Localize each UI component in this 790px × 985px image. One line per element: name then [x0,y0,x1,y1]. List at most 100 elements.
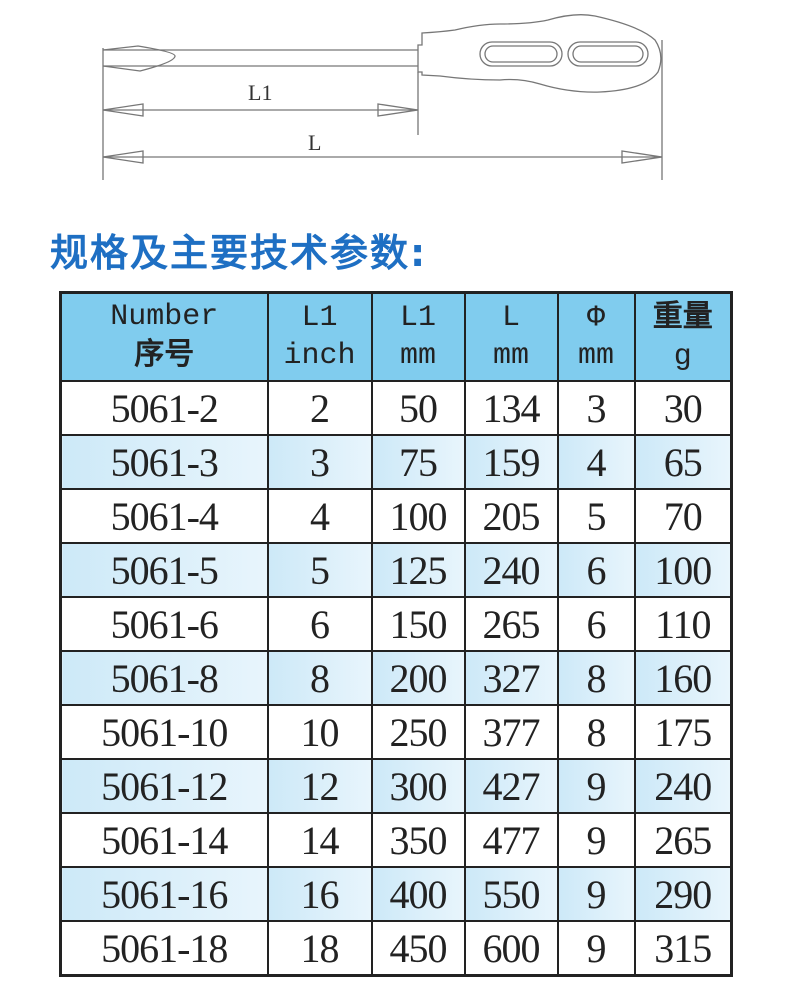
table-row: 5061-12 12 300 427 9 240 [59,758,733,814]
header-text: 序号 [134,337,195,372]
cell-l1-inch: 6 [266,596,373,652]
cell-l-mm: 377 [463,704,559,760]
cell-diameter-mm: 6 [556,542,636,598]
label-l1: L1 [248,80,272,105]
cell-l-mm: 427 [463,758,559,814]
label-l: L [308,130,321,155]
cell-l1-inch: 14 [266,812,373,868]
cell-l1-mm: 125 [370,542,466,598]
cell-weight-g: 70 [633,488,733,544]
cell-diameter-mm: 8 [556,650,636,706]
cell-l-mm: 327 [463,650,559,706]
header-text: inch [283,339,356,373]
cell-l1-mm: 100 [370,488,466,544]
header-text: L1 [399,301,436,335]
cell-l1-inch: 10 [266,704,373,760]
header-text: mm [492,339,529,373]
header-text: mm [399,339,436,373]
cell-l1-mm: 250 [370,704,466,760]
cell-diameter-mm: 5 [556,488,636,544]
cell-l1-inch: 2 [266,380,373,436]
cell-diameter-mm: 9 [556,920,636,977]
cell-number: 5061-14 [59,812,269,868]
cell-number: 5061-3 [59,434,269,490]
table-row: 5061-2 2 50 134 3 30 [59,380,733,436]
header-weight-g: 重量 g [633,291,733,382]
cell-number: 5061-16 [59,866,269,922]
table-row: 5061-6 6 150 265 6 110 [59,596,733,652]
table-row: 5061-8 8 200 327 8 160 [59,650,733,706]
spec-title: 规格及主要技术参数: [50,231,428,275]
cell-number: 5061-12 [59,758,269,814]
cell-l-mm: 240 [463,542,559,598]
cell-number: 5061-5 [59,542,269,598]
cell-l1-inch: 16 [266,866,373,922]
header-text: L1 [301,301,338,335]
screwdriver-outline [102,14,662,93]
dimension-lines [102,40,663,180]
cell-weight-g: 100 [633,542,733,598]
table-row: 5061-18 18 450 600 9 315 [59,920,733,977]
cell-l1-mm: 50 [370,380,466,436]
header-text: L [501,301,520,335]
cell-l1-mm: 400 [370,866,466,922]
header-text: mm [577,339,614,373]
cell-l1-mm: 150 [370,596,466,652]
cell-l1-inch: 12 [266,758,373,814]
cell-weight-g: 30 [633,380,733,436]
cell-weight-g: 315 [633,920,733,977]
header-text: g [673,340,692,374]
cell-l-mm: 550 [463,866,559,922]
cell-diameter-mm: 9 [556,866,636,922]
header-text: 重量 [652,299,713,334]
header-text: Φ [586,301,605,335]
table-row: 5061-10 10 250 377 8 175 [59,704,733,760]
table-row: 5061-3 3 75 159 4 65 [59,434,733,490]
cell-l1-inch: 3 [266,434,373,490]
cell-l1-inch: 4 [266,488,373,544]
cell-l1-mm: 75 [370,434,466,490]
cell-diameter-mm: 4 [556,434,636,490]
cell-number: 5061-10 [59,704,269,760]
cell-l-mm: 477 [463,812,559,868]
header-l1-inch: L1 inch [266,291,373,382]
cell-l-mm: 159 [463,434,559,490]
cell-weight-g: 265 [633,812,733,868]
cell-l1-inch: 8 [266,650,373,706]
cell-weight-g: 110 [633,596,733,652]
cell-diameter-mm: 9 [556,758,636,814]
table-row: 5061-5 5 125 240 6 100 [59,542,733,598]
cell-l1-mm: 300 [370,758,466,814]
cell-number: 5061-18 [59,920,269,977]
cell-number: 5061-4 [59,488,269,544]
cell-l1-mm: 350 [370,812,466,868]
cell-l-mm: 205 [463,488,559,544]
cell-weight-g: 290 [633,866,733,922]
cell-diameter-mm: 6 [556,596,636,652]
cell-number: 5061-6 [59,596,269,652]
header-number: Number 序号 [59,291,269,382]
header-l1-mm: L1 mm [370,291,466,382]
cell-number: 5061-2 [59,380,269,436]
cell-l-mm: 265 [463,596,559,652]
cell-diameter-mm: 3 [556,380,636,436]
cell-l1-inch: 18 [266,920,373,977]
cell-weight-g: 160 [633,650,733,706]
cell-weight-g: 65 [633,434,733,490]
cell-l1-mm: 450 [370,920,466,977]
screwdriver-drawing: L1 L [102,14,663,180]
cell-diameter-mm: 9 [556,812,636,868]
cell-l1-inch: 5 [266,542,373,598]
table-row: 5061-4 4 100 205 5 70 [59,488,733,544]
cell-l-mm: 600 [463,920,559,977]
table-row: 5061-14 14 350 477 9 265 [59,812,733,868]
cell-l1-mm: 200 [370,650,466,706]
header-text: Number [110,300,219,334]
cell-diameter-mm: 8 [556,704,636,760]
cell-number: 5061-8 [59,650,269,706]
